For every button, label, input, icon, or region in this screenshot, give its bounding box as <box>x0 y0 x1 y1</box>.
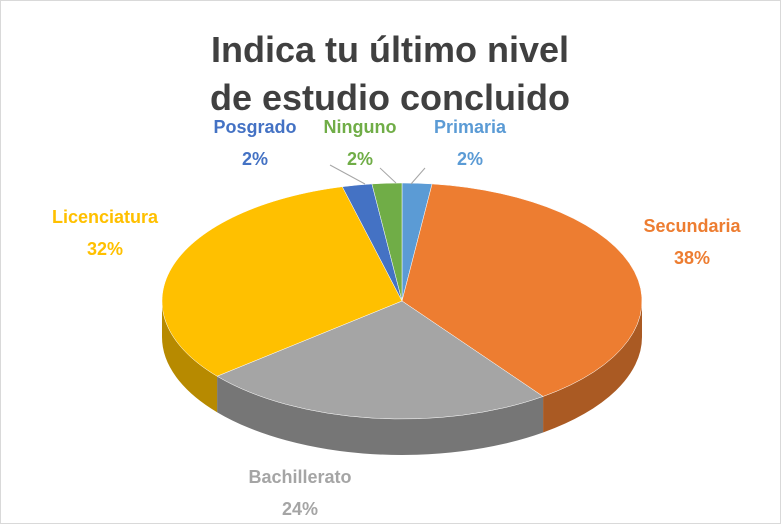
leader-line <box>329 164 366 185</box>
data-label-name: Secundaria <box>643 216 741 236</box>
pie-slice <box>401 183 643 397</box>
pie-side <box>162 301 218 413</box>
leader-line <box>410 167 426 185</box>
leader-line <box>379 167 397 184</box>
pie-slice <box>216 300 544 420</box>
pie-side <box>217 376 544 455</box>
data-label-value: 32% <box>87 239 123 259</box>
data-label-name: Primaria <box>434 117 507 137</box>
data-label-value: 24% <box>282 499 318 519</box>
data-label-value: 2% <box>242 149 268 169</box>
data-label-value: 2% <box>457 149 483 169</box>
data-label-value: 38% <box>674 248 710 268</box>
data-label-name: Ninguno <box>324 117 397 137</box>
data-label-name: Posgrado <box>213 117 296 137</box>
pie-sides <box>162 301 642 455</box>
pie-slice <box>161 186 403 377</box>
pie-side <box>543 301 642 433</box>
data-label-value: 2% <box>347 149 373 169</box>
pie-slice <box>371 182 403 302</box>
pie-tops <box>161 182 643 420</box>
chart-title: Indica tu último nivel de estudio conclui… <box>210 29 570 118</box>
data-label-name: Licenciatura <box>52 207 159 227</box>
data-label-name: Bachillerato <box>248 467 351 487</box>
